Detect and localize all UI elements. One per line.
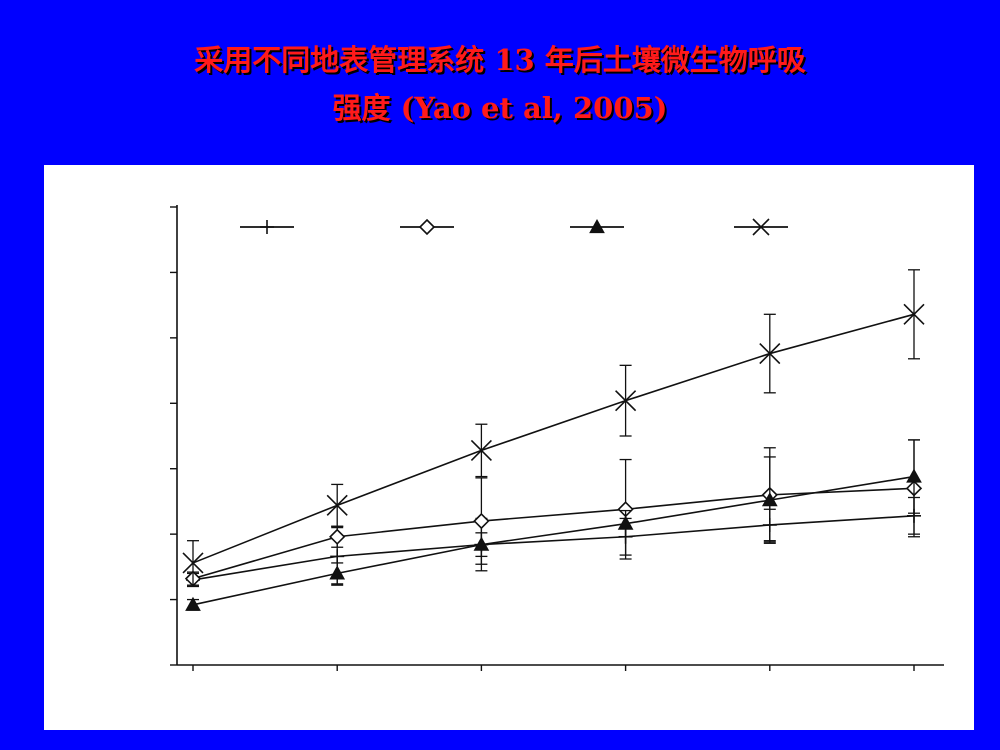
- slide-title: 采用不同地表管理系统 13 年后土壤微生物呼吸 强度 (Yao et al, 2…: [40, 36, 960, 132]
- data-point-series-2: [473, 512, 490, 530]
- data-point-series-4: [759, 342, 781, 365]
- series-line-2: [192, 487, 915, 580]
- slide-title-line-1: 采用不同地表管理系统 13 年后土壤微生物呼吸: [194, 43, 806, 77]
- data-point-series-4: [326, 494, 348, 516]
- data-point-series-4: [615, 390, 637, 412]
- line-chart: [170, 205, 944, 671]
- series-line-4: [192, 313, 915, 564]
- series-line-1: [192, 515, 915, 581]
- data-point-series-3: [906, 468, 922, 483]
- legend-marker-1: [260, 220, 274, 234]
- data-point-series-1: [330, 549, 345, 564]
- legend-marker-2: [418, 218, 436, 236]
- series-line-3: [192, 475, 915, 606]
- data-point-series-4: [903, 303, 925, 325]
- data-point-series-2: [329, 528, 346, 545]
- slide-title-line-2: 强度 (Yao et al, 2005): [332, 91, 668, 125]
- data-point-series-3: [473, 536, 490, 551]
- data-point-series-3: [329, 565, 346, 580]
- legend-marker-3: [589, 218, 605, 234]
- data-point-series-4: [470, 439, 492, 461]
- data-point-series-3: [185, 596, 201, 611]
- chart-panel: [44, 165, 974, 730]
- legend-marker-4: [752, 218, 770, 236]
- data-point-series-3: [761, 492, 778, 507]
- data-point-series-3: [617, 515, 634, 530]
- data-point-series-4: [182, 552, 204, 574]
